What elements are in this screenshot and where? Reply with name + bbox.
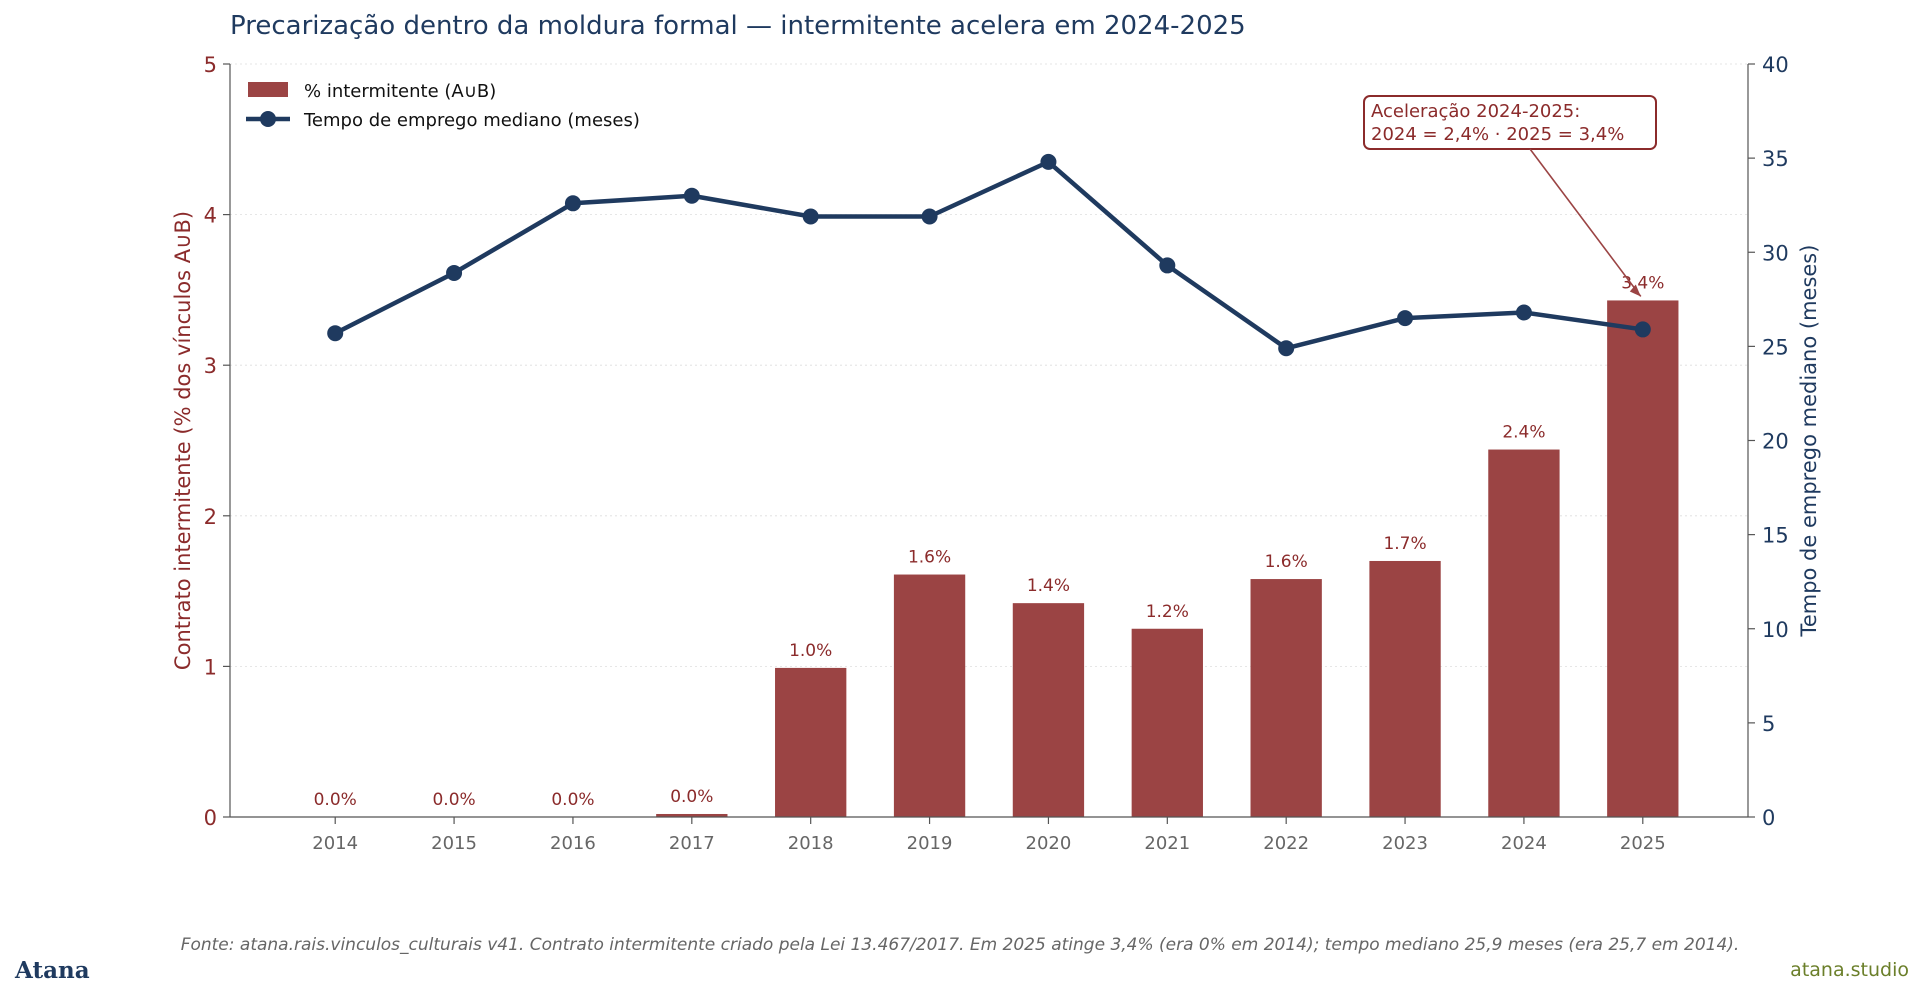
y-tick-label: 5 (204, 53, 217, 77)
y-tick-label: 0 (204, 806, 217, 830)
data-label-2019: 1.6% (908, 548, 951, 568)
data-label-2025: 3.4% (1621, 273, 1664, 293)
bar-2023 (1369, 560, 1441, 817)
x-tick-label-2021: 2021 (1144, 833, 1190, 854)
data-label-2022: 1.6% (1265, 552, 1308, 572)
data-label-2018: 1.0% (789, 641, 832, 661)
x-tick-label-2025: 2025 (1620, 833, 1666, 854)
bar-2017 (656, 813, 728, 817)
footer-source: Fonte: atana.rais.vinculos_culturais v41… (181, 935, 1740, 955)
brand-logo: Atana (15, 957, 90, 984)
line-point-2023 (1397, 310, 1414, 327)
y-right-tick-label: 20 (1762, 430, 1789, 454)
line-point-2014 (327, 325, 344, 342)
annotation-arrowhead (1629, 284, 1641, 297)
bar-2025 (1607, 300, 1679, 817)
bar-2024 (1488, 449, 1560, 817)
annotation-line-2: 2024 = 2,4% · 2025 = 3,4% (1371, 124, 1624, 145)
y-right-tick-label: 25 (1762, 335, 1789, 359)
y-right-tick-label: 10 (1762, 618, 1789, 642)
annotation-arrow (1529, 148, 1642, 297)
x-tick-label-2022: 2022 (1263, 833, 1309, 854)
line-point-2018 (802, 208, 819, 225)
y-tick-label: 4 (204, 204, 217, 228)
annotation-line-1: Aceleração 2024-2025: (1371, 101, 1580, 122)
legend-bar-swatch (248, 82, 288, 97)
bar-2021 (1131, 628, 1203, 817)
y-right-axis-label: Tempo de emprego mediano (meses) (1797, 245, 1821, 638)
x-tick-label-2024: 2024 (1501, 833, 1547, 854)
bar-2018 (775, 667, 847, 817)
y-axis-label: Contrato intermitente (% dos vínculos A∪… (171, 211, 195, 670)
line-point-2022 (1278, 340, 1295, 357)
line-point-2016 (564, 195, 581, 212)
site-link[interactable]: atana.studio (1790, 959, 1909, 981)
annotation-box (1363, 95, 1657, 150)
line-point-2017 (683, 187, 700, 204)
legend-bar-label: % intermitente (A∪B) (304, 81, 496, 102)
bar-2020 (1012, 603, 1085, 817)
bar-2022 (1250, 579, 1322, 817)
y-right-tick-label: 5 (1762, 712, 1775, 736)
line-tempo-mediano (334, 159, 1644, 351)
legend-line-label: Tempo de emprego mediano (meses) (303, 110, 640, 131)
line-point-2025 (1634, 321, 1651, 338)
y-tick-label: 3 (204, 354, 217, 378)
chart-title: Precarização dentro da moldura formal — … (230, 11, 1246, 41)
y-tick-label: 1 (204, 655, 217, 679)
line-point-2015 (446, 264, 463, 281)
legend-line-marker (260, 111, 276, 127)
data-label-2024: 2.4% (1502, 423, 1545, 443)
x-tick-label-2019: 2019 (907, 833, 953, 854)
data-label-2023: 1.7% (1383, 534, 1426, 554)
data-label-2015: 0.0% (432, 790, 475, 810)
x-tick-label-2018: 2018 (788, 833, 834, 854)
data-label-2016: 0.0% (551, 790, 594, 810)
x-tick-label-2015: 2015 (431, 833, 477, 854)
data-label-2021: 1.2% (1146, 602, 1189, 622)
y-tick-label: 2 (204, 505, 217, 529)
y-right-tick-label: 15 (1762, 524, 1789, 548)
y-right-tick-label: 0 (1762, 806, 1775, 830)
x-tick-label-2017: 2017 (669, 833, 715, 854)
y-right-tick-label: 35 (1762, 147, 1789, 171)
y-right-tick-label: 40 (1762, 53, 1789, 77)
data-label-2017: 0.0% (670, 787, 713, 807)
data-label-2014: 0.0% (314, 790, 357, 810)
line-point-2021 (1159, 257, 1176, 274)
data-label-2020: 1.4% (1027, 576, 1070, 596)
x-tick-label-2023: 2023 (1382, 833, 1428, 854)
y-right-tick-label: 30 (1762, 241, 1789, 265)
line-point-2019 (921, 208, 938, 225)
x-tick-label-2020: 2020 (1026, 833, 1072, 854)
bar-2019 (893, 574, 966, 817)
line-point-2024 (1515, 304, 1532, 321)
x-tick-label-2016: 2016 (550, 833, 596, 854)
x-tick-label-2014: 2014 (312, 833, 358, 854)
line-point-2020 (1040, 153, 1057, 170)
